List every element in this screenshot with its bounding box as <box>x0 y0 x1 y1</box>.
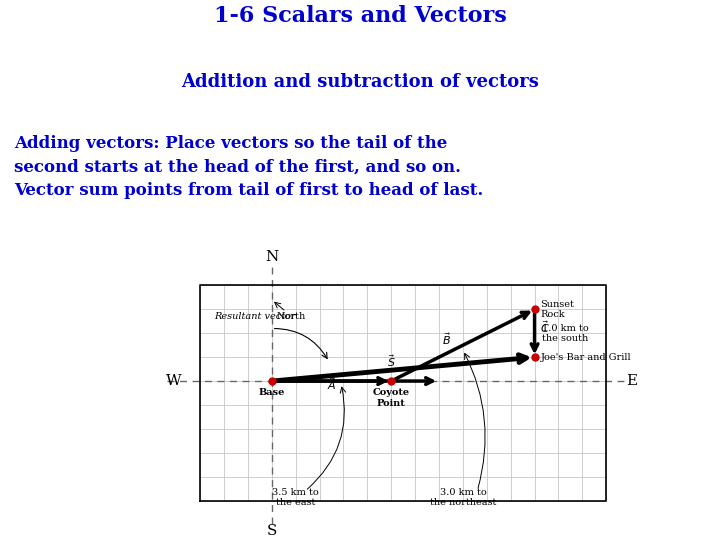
Text: $\vec{A}$: $\vec{A}$ <box>327 376 336 392</box>
Text: $\vec{C}$: $\vec{C}$ <box>540 320 550 335</box>
Text: 3.5 km to
the east: 3.5 km to the east <box>272 488 319 507</box>
Text: $\vec{S}$: $\vec{S}$ <box>387 353 396 369</box>
Text: Base: Base <box>258 388 285 397</box>
Text: W: W <box>166 374 181 388</box>
Text: S: S <box>266 524 277 538</box>
Text: Sunset
Rock: Sunset Rock <box>540 300 574 319</box>
Text: E: E <box>626 374 637 388</box>
Text: Coyote
Point: Coyote Point <box>373 388 410 408</box>
Text: Joe's Bar and Grill: Joe's Bar and Grill <box>540 353 631 362</box>
Text: 1.0 km to
the south: 1.0 km to the south <box>541 323 588 343</box>
Text: North: North <box>276 312 306 321</box>
Text: Adding vectors: Place vectors so the tail of the
second starts at the head of th: Adding vectors: Place vectors so the tai… <box>14 135 484 199</box>
Text: 3.0 km to
the northeast: 3.0 km to the northeast <box>430 488 496 507</box>
Text: N: N <box>265 250 279 264</box>
Text: $\vec{B}$: $\vec{B}$ <box>442 332 451 347</box>
Text: Resultant vector: Resultant vector <box>215 312 296 321</box>
Text: 1-6 Scalars and Vectors: 1-6 Scalars and Vectors <box>214 5 506 27</box>
Text: Addition and subtraction of vectors: Addition and subtraction of vectors <box>181 72 539 91</box>
